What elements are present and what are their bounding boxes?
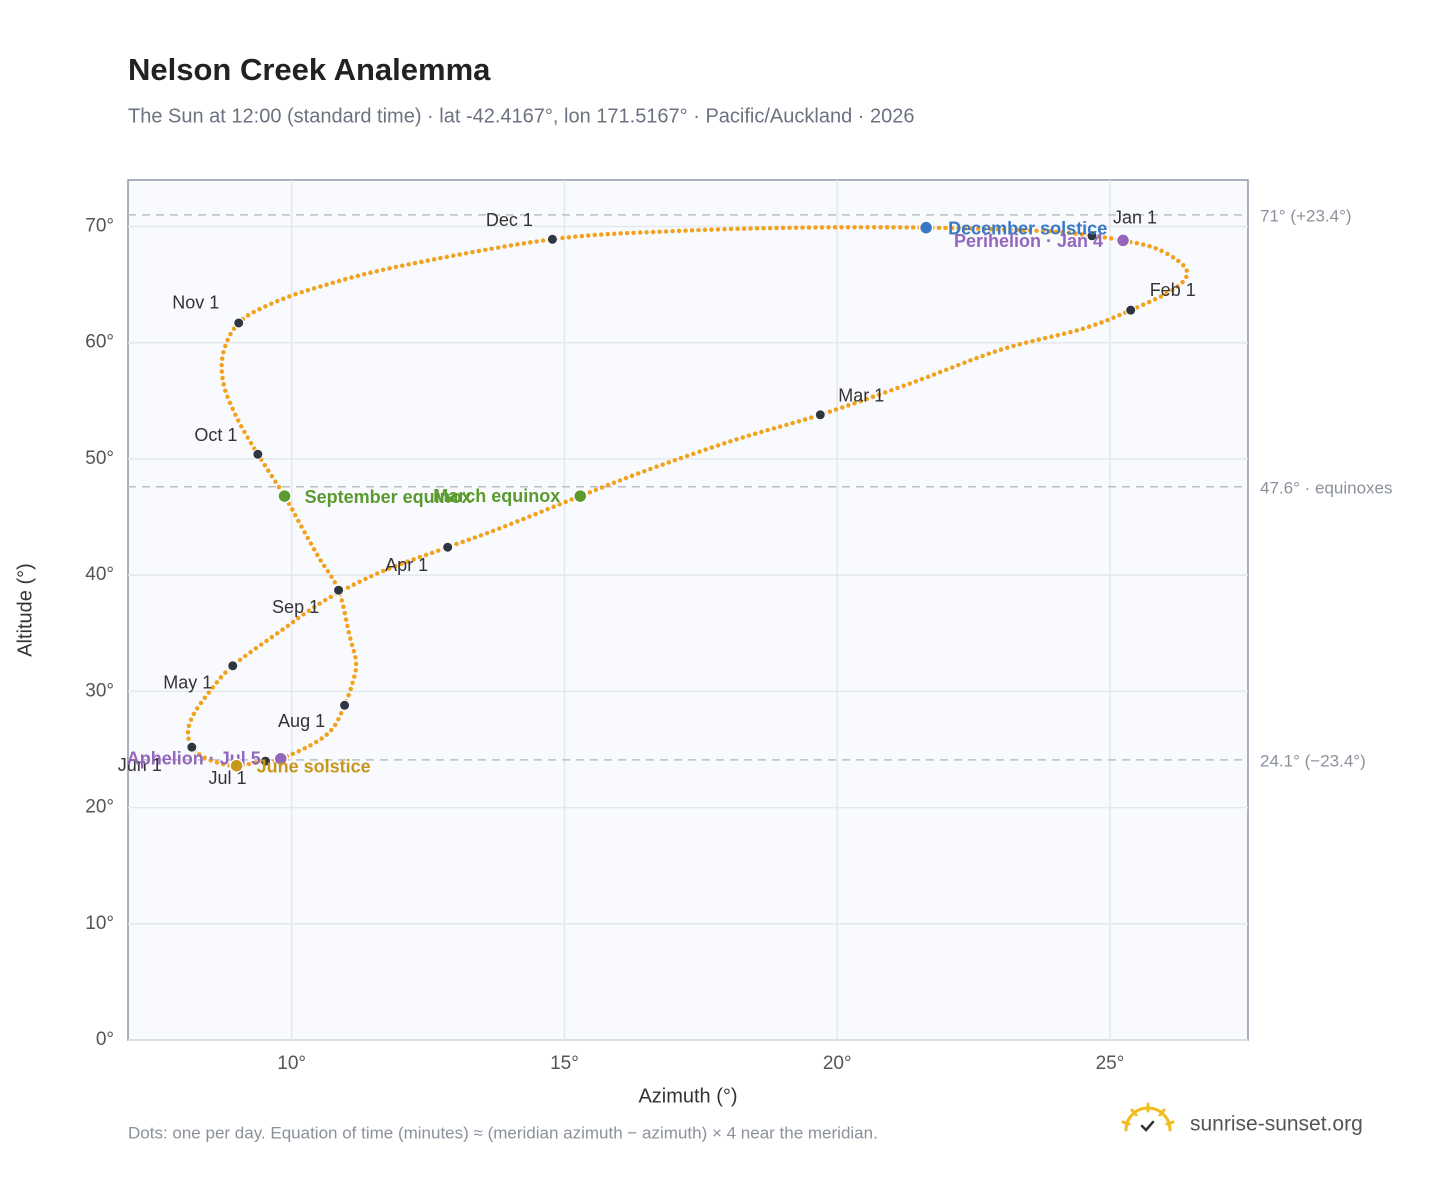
event-marker [1115,233,1131,248]
event-label: Aphelion · Jul 5 [127,749,261,769]
month-marker [442,541,454,553]
month-marker [339,699,351,711]
footnote: Dots: one per day. Equation of time (min… [128,1123,878,1142]
x-tick-label: 25° [1096,1053,1125,1074]
month-label: Nov 1 [172,293,219,313]
chart-title: Nelson Creek Analemma [128,52,491,87]
event-label: March equinox [433,486,560,506]
month-marker [814,409,826,421]
x-tick-label: 10° [277,1053,306,1074]
y-tick-label: 50° [85,448,114,469]
event-marker [273,751,289,767]
event-marker [918,220,934,235]
chart-subtitle: The Sun at 12:00 (standard time) · lat -… [128,105,914,127]
x-tick-label: 20° [823,1053,852,1074]
plot-area [127,179,1249,1041]
x-tick-label: 15° [550,1053,579,1074]
event-label: Perihelion · Jan 4 [954,231,1103,251]
reference-label: 71° (+23.4°) [1260,206,1352,225]
month-label: May 1 [163,673,212,693]
month-label: Aug 1 [278,711,325,731]
month-label: Dec 1 [486,210,533,230]
month-marker [233,317,245,329]
analemma-dots [185,224,1190,769]
y-tick-label: 20° [85,797,114,818]
y-tick-label: 10° [85,913,114,934]
event-marker [573,488,588,504]
month-marker [1086,230,1098,242]
month-label: Jan 1 [1113,208,1157,228]
y-tick-label: 40° [85,564,114,585]
brand: sunrise-sunset.org [1190,1113,1363,1136]
month-marker [186,741,198,753]
event-label: December solstice [948,218,1107,238]
month-marker [333,584,345,596]
month-marker [546,233,558,245]
event-marker [277,488,292,504]
month-label: Apr 1 [385,555,428,575]
month-marker [1125,304,1137,316]
y-tick-label: 60° [85,332,114,353]
event-label: June solstice [257,756,371,776]
event-marker [229,758,244,773]
brand-logo [1121,1102,1175,1132]
month-label: Oct 1 [194,425,237,445]
x-axis-label: Azimuth (°) [638,1085,737,1107]
reference-label: 47.6° · equinoxes [1260,478,1393,497]
y-axis-label: Altitude (°) [14,563,36,657]
month-marker [227,660,239,672]
y-tick-label: 0° [96,1029,114,1050]
event-label: September equinox [305,487,472,507]
y-tick-label: 70° [85,216,114,237]
month-label: Mar 1 [838,386,884,406]
y-tick-label: 30° [85,680,114,701]
month-label: Sep 1 [272,597,319,617]
month-marker [252,448,264,460]
month-marker [259,755,271,767]
reference-label: 24.1° (−23.4°) [1260,751,1366,770]
month-label: Feb 1 [1150,280,1196,300]
month-label: Jun 1 [118,755,162,775]
